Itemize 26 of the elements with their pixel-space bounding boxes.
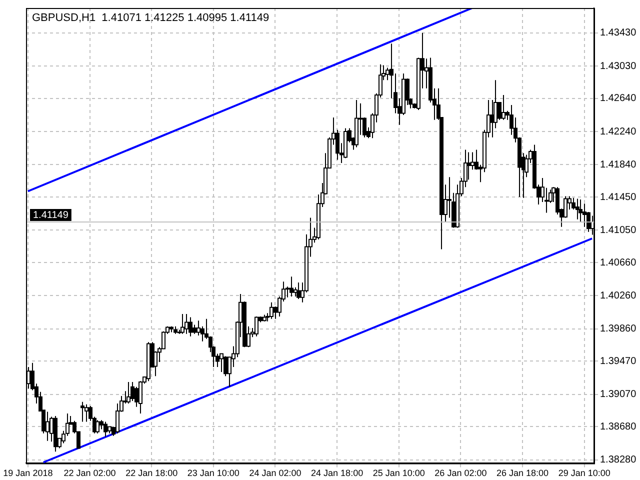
x-tick-label: 22 Jan 02:00: [64, 468, 116, 478]
y-tick-label: 1.41840: [600, 159, 637, 170]
x-tick-label: 26 Jan 18:00: [496, 468, 549, 478]
x-tick-label: 29 Jan 10:00: [558, 468, 610, 478]
y-tick-label: 1.38280: [600, 454, 637, 466]
y-tick-label: 1.38680: [600, 421, 637, 432]
y-tick-label: 1.40660: [600, 257, 637, 268]
y-tick-label: 1.42240: [600, 126, 637, 138]
x-tick-label: 24 Jan 02:00: [249, 468, 302, 478]
x-tick-label: 23 Jan 10:00: [187, 468, 240, 478]
x-tick-label: 19 Jan 2018: [3, 468, 53, 478]
x-tick-label: 25 Jan 10:00: [372, 468, 425, 478]
x-tick-label: 22 Jan 18:00: [126, 468, 178, 478]
ref-line-label: 1.41149: [33, 210, 69, 221]
x-tick-label: 24 Jan 18:00: [311, 468, 364, 478]
y-tick-label: 1.39070: [600, 389, 637, 400]
y-tick-label: 1.43430: [600, 28, 637, 39]
y-tick-label: 1.41450: [600, 192, 637, 203]
y-tick-label: 1.40260: [600, 290, 637, 302]
x-tick-label: 26 Jan 02:00: [434, 468, 487, 478]
y-tick-label: 1.43030: [600, 60, 637, 72]
y-tick-label: 1.42640: [600, 93, 637, 104]
chart-title: GBPUSD,H1 1.41071 1.41225 1.40995 1.41149: [32, 12, 270, 24]
y-tick-label: 1.41050: [600, 224, 637, 236]
y-tick-label: 1.39470: [600, 356, 637, 367]
y-tick-label: 1.39860: [600, 324, 637, 335]
